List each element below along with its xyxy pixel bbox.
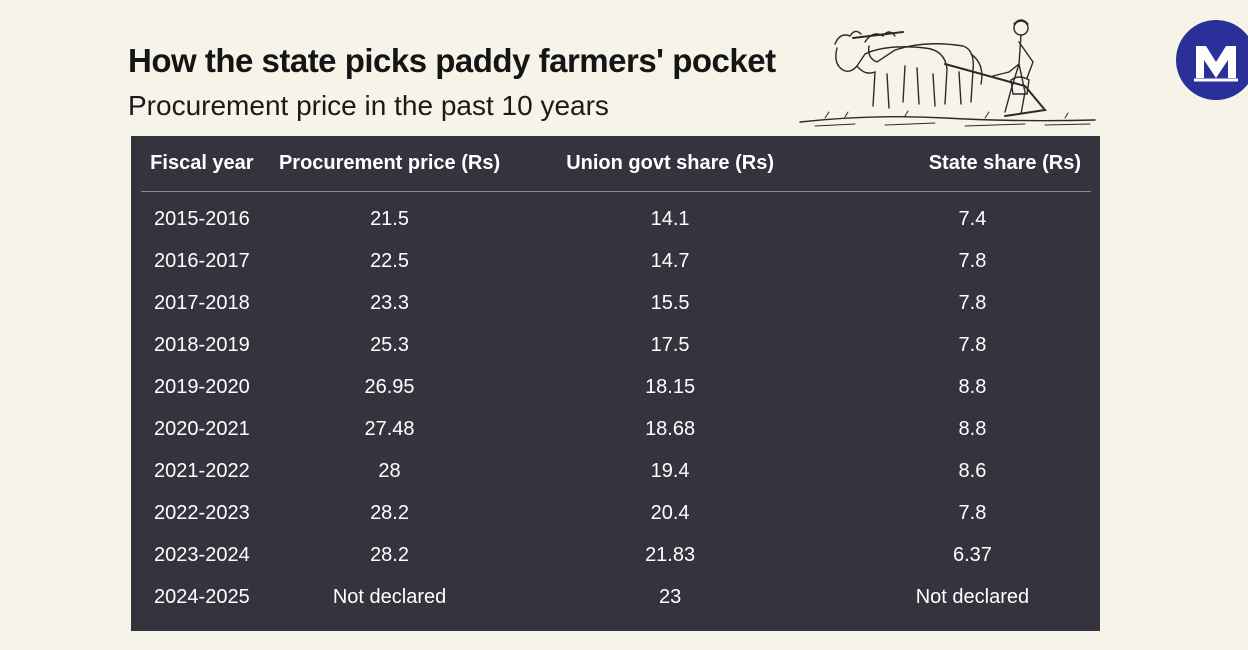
cell-union-share: 15.5 (650, 291, 690, 314)
cell-fiscal-year: 2017-2018 (154, 291, 250, 314)
cell-union-share: 18.68 (645, 417, 696, 440)
cell-state-share: 7.8 (958, 291, 987, 314)
table-row: 2017-2018 23.3 15.5 7.8 (141, 282, 1091, 324)
cell-fiscal-year: 2023-2024 (154, 543, 250, 566)
cell-union-share: 21.83 (645, 543, 696, 566)
column-header-procurement-price: Procurement price (Rs) (262, 136, 517, 192)
cell-procurement-price: 26.95 (364, 375, 415, 398)
cell-procurement-price: 28 (378, 459, 401, 482)
cell-union-share: 20.4 (650, 501, 690, 524)
cell-fiscal-year: 2018-2019 (154, 333, 250, 356)
cell-fiscal-year: 2022-2023 (154, 501, 250, 524)
column-header-fiscal-year: Fiscal year (141, 136, 263, 192)
cell-state-share: 7.4 (958, 207, 987, 230)
table-row: 2016-2017 22.5 14.7 7.8 (141, 240, 1091, 282)
cell-state-share: 7.8 (958, 249, 987, 272)
cell-procurement-price: 21.5 (370, 207, 409, 230)
cell-state-share: 8.8 (958, 375, 987, 398)
cell-state-share: Not declared (915, 585, 1030, 608)
m-logo-icon (1176, 20, 1248, 100)
data-table-panel: Fiscal year Procurement price (Rs) Union… (131, 136, 1100, 631)
cell-procurement-price: 28.2 (370, 543, 409, 566)
table-body: 2015-2016 21.5 14.1 7.4 2016-2017 22.5 1… (141, 192, 1091, 619)
table-row: 2022-2023 28.2 20.4 7.8 (141, 492, 1091, 534)
cell-procurement-price: 28.2 (370, 501, 409, 524)
table-row: 2018-2019 25.3 17.5 7.8 (141, 324, 1091, 366)
table-row: 2020-2021 27.48 18.68 8.8 (141, 408, 1091, 450)
cell-union-share: 18.15 (645, 375, 696, 398)
cell-union-share: 19.4 (650, 459, 690, 482)
cell-fiscal-year: 2024-2025 (154, 585, 250, 608)
cell-union-share: 14.7 (650, 249, 690, 272)
table-row: 2023-2024 28.2 21.83 6.37 (141, 534, 1091, 576)
cell-union-share: 14.1 (650, 207, 690, 230)
page-title: How the state picks paddy farmers' pocke… (128, 42, 776, 79)
table-row: 2024-2025 Not declared 23 Not declared (141, 576, 1091, 618)
cell-procurement-price: 22.5 (370, 249, 409, 272)
table-row: 2015-2016 21.5 14.1 7.4 (141, 192, 1091, 241)
table-header-row: Fiscal year Procurement price (Rs) Union… (141, 136, 1091, 192)
cell-fiscal-year: 2021-2022 (154, 459, 250, 482)
table-row: 2021-2022 28 19.4 8.6 (141, 450, 1091, 492)
cell-union-share: 23 (658, 585, 682, 608)
cell-fiscal-year: 2019-2020 (154, 375, 250, 398)
cell-fiscal-year: 2016-2017 (154, 249, 250, 272)
cell-state-share: 8.8 (958, 417, 987, 440)
cell-state-share: 7.8 (958, 501, 987, 524)
page-subtitle: Procurement price in the past 10 years (128, 90, 609, 121)
cell-fiscal-year: 2020-2021 (154, 417, 250, 440)
cell-procurement-price: 27.48 (364, 417, 415, 440)
cell-state-share: 8.6 (958, 459, 987, 482)
cell-procurement-price: 25.3 (370, 333, 409, 356)
cell-procurement-price: 23.3 (370, 291, 409, 314)
column-header-state-share: State share (Rs) (823, 136, 1091, 192)
cell-state-share: 6.37 (952, 543, 992, 566)
cell-fiscal-year: 2015-2016 (154, 207, 250, 230)
procurement-table: Fiscal year Procurement price (Rs) Union… (141, 136, 1091, 618)
farmer-ploughing-illustration (799, 19, 1096, 127)
cell-union-share: 17.5 (650, 333, 690, 356)
table-row: 2019-2020 26.95 18.15 8.8 (141, 366, 1091, 408)
column-header-union-share: Union govt share (Rs) (516, 136, 824, 192)
cell-state-share: 7.8 (958, 333, 987, 356)
cell-procurement-price: Not declared (332, 585, 447, 608)
